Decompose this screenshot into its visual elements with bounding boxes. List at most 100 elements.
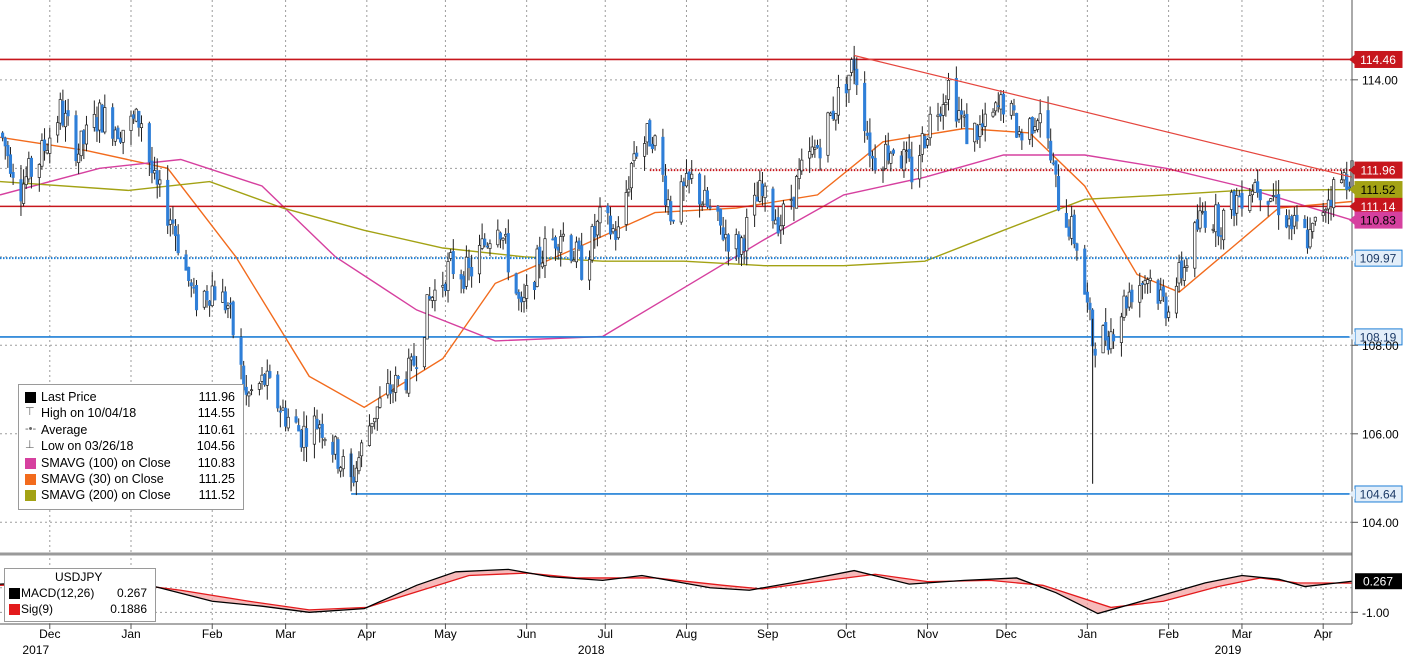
candle-body — [716, 206, 720, 212]
candle-body — [1164, 296, 1168, 319]
candle-body — [286, 416, 290, 429]
candle-body — [11, 172, 15, 178]
candle-body — [776, 217, 780, 234]
candle-body — [6, 145, 10, 157]
candle-body — [870, 155, 875, 159]
candle-body — [928, 113, 932, 139]
candle-body — [624, 192, 628, 225]
candle-body — [1101, 325, 1105, 354]
candle-body — [297, 425, 301, 432]
candle-body — [268, 371, 272, 378]
candle-body — [462, 275, 466, 289]
legend-value: 110.61 — [197, 422, 235, 437]
candle-body — [415, 367, 419, 369]
legend-swatch — [25, 392, 36, 403]
candle-body — [936, 114, 940, 118]
avg-icon: -•- — [25, 422, 37, 435]
candle-body — [661, 136, 665, 175]
candle-body — [1295, 214, 1299, 222]
level-tag-pointer — [1349, 215, 1355, 226]
candle-body — [616, 226, 620, 239]
candle-body — [889, 152, 893, 164]
candle-body — [590, 226, 594, 261]
candle-body — [708, 206, 712, 209]
level-tag-pointer — [1349, 331, 1355, 342]
candle-body — [698, 173, 702, 205]
candle-body — [1015, 112, 1019, 138]
candle-body — [477, 245, 482, 275]
candle-body — [257, 383, 261, 390]
candle-body — [1216, 204, 1220, 237]
macd-grid — [0, 558, 1352, 624]
candle-body — [1271, 195, 1275, 197]
candle-body — [679, 181, 683, 223]
candle-body — [1222, 209, 1226, 241]
price-legend: Last Price 111.96 ⊤ High on 10/04/18 114.55-… — [18, 384, 244, 510]
legend-swatch — [9, 588, 20, 599]
y-tick-label: 108.00 — [1362, 339, 1399, 353]
candle-body — [627, 188, 631, 193]
legend-name: Average — [41, 422, 88, 437]
candle-body — [168, 219, 172, 225]
legend-value: 114.55 — [197, 406, 235, 421]
candle-body — [396, 375, 400, 379]
candle-body — [569, 235, 573, 261]
candle-body — [323, 438, 327, 442]
candle-body — [648, 120, 652, 147]
candle-body — [506, 233, 510, 273]
candle-body — [485, 245, 489, 248]
candle-body — [1237, 195, 1241, 198]
candle-body — [991, 111, 995, 117]
candle-body — [1235, 195, 1239, 214]
candle-body — [1177, 262, 1181, 284]
legend-name: Sig(9) — [21, 602, 54, 616]
candle-body — [514, 273, 518, 294]
candle-body — [918, 155, 922, 180]
candle-body — [113, 129, 117, 142]
candle-body — [318, 424, 322, 429]
candle-body — [855, 68, 859, 86]
candle-body — [1329, 199, 1333, 207]
candle-body — [666, 199, 670, 207]
candle-body — [910, 156, 914, 183]
candle-body — [137, 110, 141, 128]
candle-body — [95, 117, 99, 132]
candle-body — [1051, 162, 1055, 165]
candle-body — [1342, 172, 1346, 181]
candle-body — [745, 217, 749, 252]
legend-value: 0.1886 — [110, 602, 147, 616]
candle-body — [1, 132, 5, 138]
candle-body — [553, 237, 558, 249]
legend-name: High on 10/04/18 — [41, 406, 137, 421]
candle-body — [155, 170, 159, 185]
legend-row: ⊤ High on 10/04/18 114.55 — [23, 405, 239, 421]
candle-body — [391, 389, 395, 392]
candle-body — [606, 205, 610, 214]
candle-body — [1203, 210, 1207, 228]
candle-body — [153, 170, 157, 174]
candle-body — [1138, 285, 1142, 303]
x-tick-label: Dec — [995, 627, 1016, 641]
candle-body — [831, 110, 835, 120]
candle-body — [1070, 216, 1074, 239]
macd-y-tick-label: -1.00 — [1362, 606, 1390, 620]
candle-body — [1028, 118, 1032, 140]
candle-body — [836, 87, 840, 116]
candle-body — [79, 130, 83, 157]
candle-body — [1258, 189, 1262, 201]
legend-value: 110.83 — [197, 455, 235, 470]
candle-body — [388, 384, 392, 394]
legend-swatch — [9, 604, 20, 615]
candle-body — [774, 219, 778, 225]
x-tick-label: Aug — [676, 627, 697, 641]
candle-body — [941, 104, 945, 116]
candle-body — [724, 234, 728, 239]
candle-body — [881, 168, 885, 171]
x-tick-label: Nov — [917, 627, 938, 641]
x-tick-label: Dec — [39, 627, 60, 641]
candle-body — [873, 157, 877, 171]
level-tag-label: 114.46 — [1360, 53, 1396, 67]
candle-body — [74, 115, 78, 162]
candle-body — [1020, 133, 1024, 141]
